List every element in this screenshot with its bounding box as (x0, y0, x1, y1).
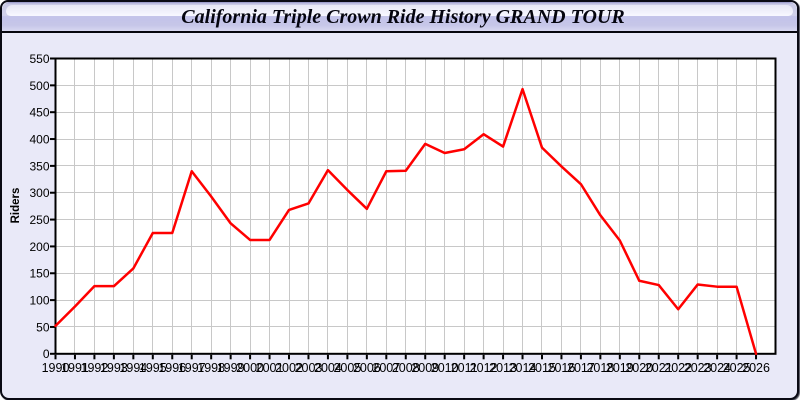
svg-text:50: 50 (36, 320, 50, 334)
svg-text:2001: 2001 (256, 361, 284, 375)
svg-text:2014: 2014 (509, 361, 537, 375)
svg-text:1995: 1995 (139, 361, 167, 375)
svg-text:2015: 2015 (528, 361, 556, 375)
svg-text:2022: 2022 (664, 361, 692, 375)
svg-text:2010: 2010 (431, 361, 459, 375)
svg-text:1997: 1997 (178, 361, 206, 375)
svg-text:250: 250 (29, 213, 49, 227)
svg-text:2013: 2013 (489, 361, 517, 375)
svg-text:0: 0 (43, 347, 50, 361)
svg-text:2007: 2007 (372, 361, 400, 375)
svg-text:2018: 2018 (586, 361, 614, 375)
svg-text:2004: 2004 (314, 361, 342, 375)
svg-text:1994: 1994 (119, 361, 147, 375)
svg-text:2002: 2002 (275, 361, 303, 375)
svg-text:150: 150 (29, 267, 49, 281)
svg-text:1993: 1993 (100, 361, 128, 375)
svg-text:300: 300 (29, 186, 49, 200)
svg-text:2008: 2008 (392, 361, 420, 375)
svg-text:1998: 1998 (197, 361, 225, 375)
svg-text:2003: 2003 (295, 361, 323, 375)
svg-text:2020: 2020 (625, 361, 653, 375)
svg-text:2000: 2000 (236, 361, 264, 375)
svg-text:2023: 2023 (684, 361, 712, 375)
svg-text:2005: 2005 (333, 361, 361, 375)
svg-text:1991: 1991 (61, 361, 89, 375)
svg-text:2021: 2021 (645, 361, 673, 375)
svg-text:550: 550 (29, 52, 49, 66)
svg-text:2025: 2025 (723, 361, 751, 375)
svg-text:Riders: Riders (10, 188, 22, 224)
svg-text:2019: 2019 (606, 361, 634, 375)
svg-text:350: 350 (29, 159, 49, 173)
svg-text:2026: 2026 (742, 361, 770, 375)
svg-text:2011: 2011 (451, 361, 478, 375)
svg-text:450: 450 (29, 106, 49, 120)
svg-text:2016: 2016 (548, 361, 576, 375)
svg-text:500: 500 (29, 79, 49, 93)
svg-text:200: 200 (29, 240, 49, 254)
svg-text:2017: 2017 (567, 361, 595, 375)
svg-text:2006: 2006 (353, 361, 381, 375)
svg-text:400: 400 (29, 132, 49, 146)
svg-text:1999: 1999 (217, 361, 245, 375)
svg-text:1996: 1996 (158, 361, 186, 375)
svg-text:2009: 2009 (411, 361, 439, 375)
svg-text:2012: 2012 (470, 361, 498, 375)
svg-text:1990: 1990 (42, 361, 70, 375)
svg-text:2024: 2024 (703, 361, 731, 375)
svg-text:1992: 1992 (81, 361, 109, 375)
svg-text:100: 100 (29, 294, 49, 308)
